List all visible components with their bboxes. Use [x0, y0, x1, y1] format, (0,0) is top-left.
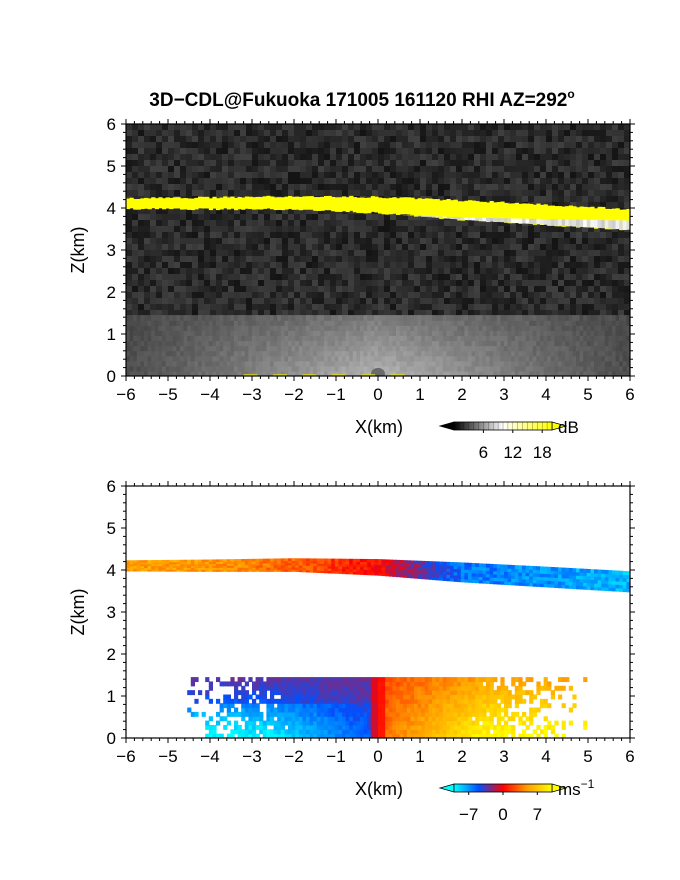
- x-tick-label: −6: [116, 747, 135, 766]
- figure-title: 3D−CDL@Fukuoka 171005 161120 RHI AZ=292o: [149, 87, 574, 111]
- y-axis-title: Z(km): [68, 589, 88, 636]
- y-tick-label: 0: [107, 367, 116, 386]
- y-tick-label: 0: [107, 729, 116, 748]
- colorbar-tick-label: −7: [459, 805, 478, 824]
- x-tick-label: −5: [158, 385, 177, 404]
- x-tick-label: 0: [373, 747, 382, 766]
- x-tick-label: 3: [499, 385, 508, 404]
- x-tick-label: 6: [625, 747, 634, 766]
- x-axis-title: X(km): [355, 779, 403, 799]
- x-tick-label: 2: [457, 385, 466, 404]
- x-tick-label: 5: [583, 747, 592, 766]
- y-axis-title: Z(km): [68, 227, 88, 274]
- x-axis-title: X(km): [355, 417, 403, 437]
- x-tick-label: −1: [326, 747, 345, 766]
- ground-echo: [371, 367, 385, 376]
- y-tick-label: 4: [107, 561, 116, 580]
- x-tick-label: −1: [326, 385, 345, 404]
- colorbar: 6 12 18 dB: [438, 418, 579, 462]
- colorbar-tick-label: 6: [479, 443, 488, 462]
- x-tick-label: −6: [116, 385, 135, 404]
- y-tick-label: 4: [107, 199, 116, 218]
- y-tick-label: 3: [107, 603, 116, 622]
- x-tick-label: 4: [541, 385, 550, 404]
- x-tick-label: 5: [583, 385, 592, 404]
- x-tick-label: 6: [625, 385, 634, 404]
- y-tick-label: 2: [107, 645, 116, 664]
- y-tick-label: 6: [107, 115, 116, 134]
- y-tick-label: 5: [107, 519, 116, 538]
- axes: −6 −5 −4 −3 −2 −1 0 1 2 3 4 5 6 0 1 2 3 4 5 6 X(km) Z(km): [68, 477, 635, 799]
- y-tick-label: 5: [107, 157, 116, 176]
- x-tick-label: −5: [158, 747, 177, 766]
- cloud-layer: [126, 558, 630, 593]
- boundary-layer: [126, 315, 630, 376]
- plot-area: [126, 124, 630, 376]
- colorbar-tick-label: 18: [533, 443, 552, 462]
- x-tick-label: −4: [200, 385, 219, 404]
- colorbar-tick-label: 12: [503, 443, 522, 462]
- x-tick-label: −2: [284, 747, 303, 766]
- x-tick-label: 1: [415, 747, 424, 766]
- colorbar: −7 0 7 ms−1: [438, 777, 595, 824]
- x-tick-label: −3: [242, 385, 261, 404]
- colorbar-tick-label: 7: [533, 805, 542, 824]
- y-tick-label: 6: [107, 477, 116, 496]
- boundary-layer: [187, 677, 588, 738]
- y-tick-label: 1: [107, 687, 116, 706]
- axes: −6 −5 −4 −3 −2 −1 0 1 2 3 4 5 6 0 1 2 3 4 5 6 X(km) Z(km): [68, 115, 635, 437]
- y-tick-label: 2: [107, 283, 116, 302]
- x-tick-label: −3: [242, 747, 261, 766]
- x-tick-label: 4: [541, 747, 550, 766]
- colorbar-tick-label: 0: [498, 805, 507, 824]
- x-tick-label: −2: [284, 385, 303, 404]
- x-tick-label: 3: [499, 747, 508, 766]
- x-tick-label: 0: [373, 385, 382, 404]
- plot-area: [126, 486, 630, 738]
- velocity-panel: −6 −5 −4 −3 −2 −1 0 1 2 3 4 5 6 0 1 2 3 4 5 6 X(km) Z(km) −7 0 7…: [68, 477, 635, 824]
- colorbar-unit: dB: [558, 418, 579, 437]
- x-tick-label: 1: [415, 385, 424, 404]
- y-tick-label: 1: [107, 325, 116, 344]
- y-tick-label: 3: [107, 241, 116, 260]
- x-tick-label: 2: [457, 747, 466, 766]
- x-tick-label: −4: [200, 747, 219, 766]
- cloud-layer: [126, 195, 630, 231]
- colorbar-unit: ms−1: [558, 777, 595, 799]
